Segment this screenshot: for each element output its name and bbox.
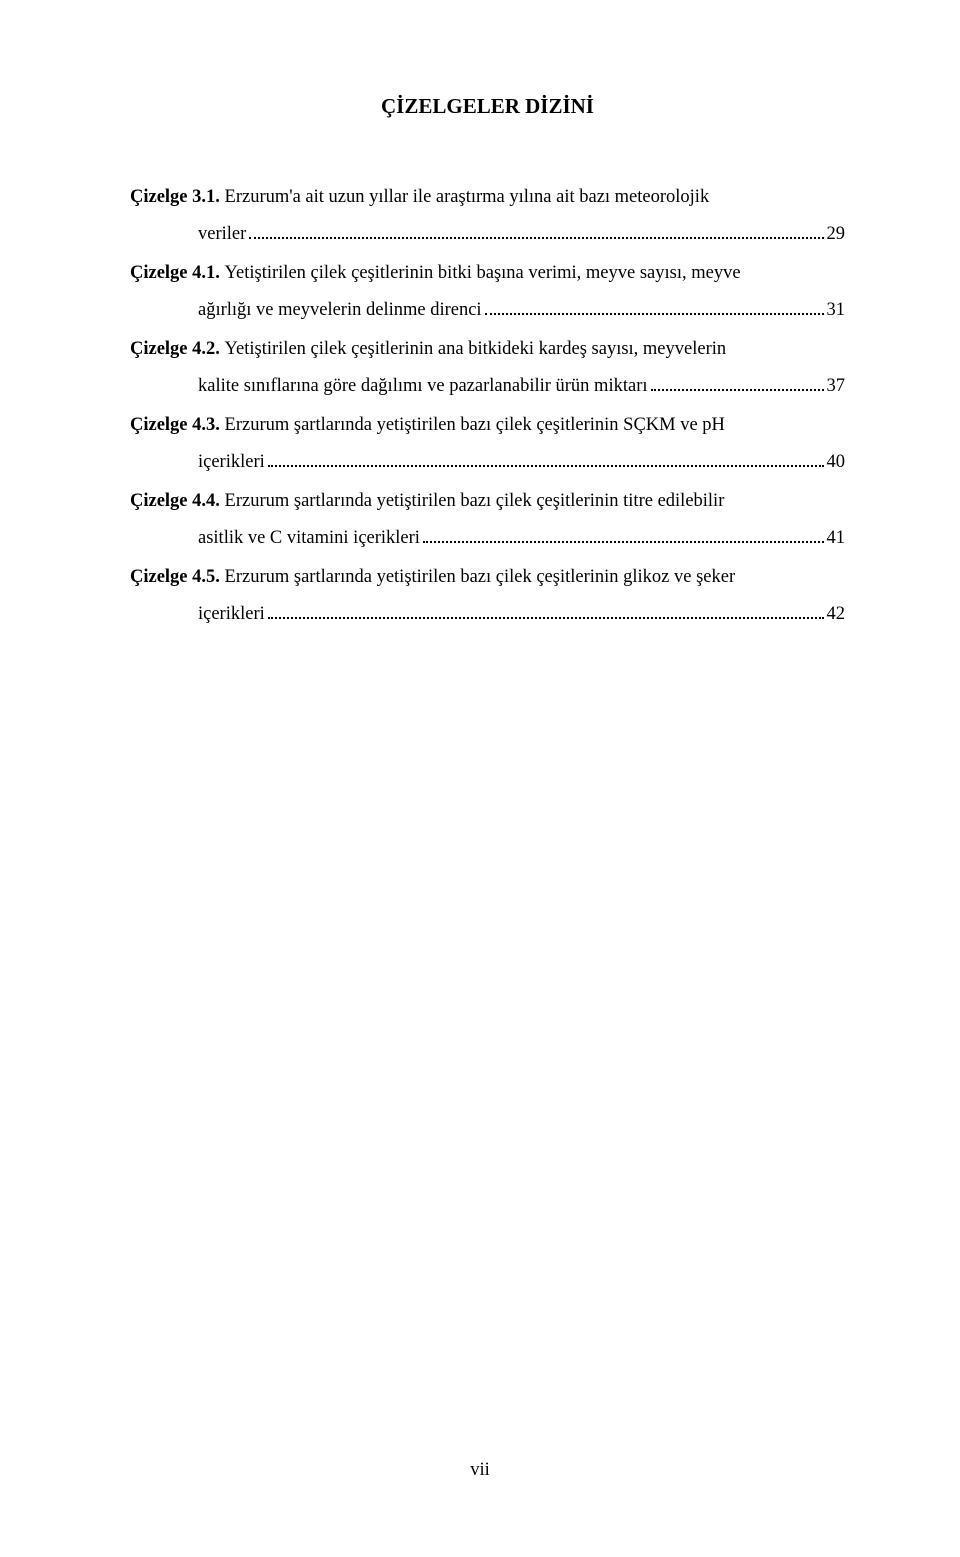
page-number: vii — [0, 1460, 960, 1481]
table-of-figures: Çizelge 3.1. Erzurum'a ait uzun yıllar i… — [130, 179, 845, 633]
toc-entry-desc: Erzurum şartlarında yetiştirilen bazı çi… — [225, 567, 736, 587]
toc-entry-desc: Yetiştirilen çilek çeşitlerinin bitki ba… — [225, 263, 741, 283]
toc-entry-line: kalite sınıflarına göre dağılımı ve paza… — [130, 368, 845, 405]
toc-entry-label: Çizelge 4.4. — [130, 491, 225, 511]
toc-entry-line: asitlik ve C vitamini içerikleri 41 — [130, 520, 845, 557]
toc-entry-label: Çizelge 4.1. — [130, 263, 225, 283]
page-title: ÇİZELGELER DİZİNİ — [130, 94, 845, 119]
toc-entry-line: Çizelge 4.1. Yetiştirilen çilek çeşitler… — [130, 255, 845, 292]
toc-entry-line: Çizelge 4.3. Erzurum şartlarında yetişti… — [130, 407, 845, 444]
toc-entry-desc: içerikleri — [198, 444, 265, 481]
toc-entry-line: Çizelge 4.5. Erzurum şartlarında yetişti… — [130, 559, 845, 596]
toc-entry-page: 41 — [827, 520, 846, 557]
toc-entry-desc: ağırlığı ve meyvelerin delinme direnci — [198, 292, 482, 329]
toc-entry-line: içerikleri 40 — [130, 444, 845, 481]
toc-entry-desc: kalite sınıflarına göre dağılımı ve paza… — [198, 368, 648, 405]
toc-leader-dots — [423, 526, 824, 543]
toc-entry-first-text: Çizelge 4.2. Yetiştirilen çilek çeşitler… — [130, 331, 726, 368]
toc-entry: Çizelge 4.3. Erzurum şartlarında yetişti… — [130, 407, 845, 481]
toc-entry-first-text: Çizelge 4.4. Erzurum şartlarında yetişti… — [130, 483, 724, 520]
toc-leader-dots — [268, 450, 824, 467]
toc-entry-line: ağırlığı ve meyvelerin delinme direnci 31 — [130, 292, 845, 329]
toc-entry-page: 40 — [827, 444, 846, 481]
toc-entry: Çizelge 4.4. Erzurum şartlarında yetişti… — [130, 483, 845, 557]
toc-entry-first-text: Çizelge 4.5. Erzurum şartlarında yetişti… — [130, 559, 735, 596]
toc-entry-first-text: Çizelge 4.3. Erzurum şartlarında yetişti… — [130, 407, 725, 444]
toc-entry-desc: içerikleri — [198, 596, 265, 633]
toc-entry: Çizelge 4.5. Erzurum şartlarında yetişti… — [130, 559, 845, 633]
toc-entry-label: Çizelge 4.2. — [130, 339, 225, 359]
toc-entry-page: 29 — [827, 216, 846, 253]
toc-entry-line: içerikleri 42 — [130, 596, 845, 633]
toc-entry-line: Çizelge 3.1. Erzurum'a ait uzun yıllar i… — [130, 179, 845, 216]
toc-leader-dots — [249, 222, 823, 239]
toc-entry-desc: Erzurum'a ait uzun yıllar ile araştırma … — [225, 187, 710, 207]
toc-entry-page: 37 — [827, 368, 846, 405]
toc-entry-line: veriler 29 — [130, 216, 845, 253]
toc-entry-label: Çizelge 4.5. — [130, 567, 225, 587]
toc-entry-label: Çizelge 4.3. — [130, 415, 225, 435]
toc-entry-desc: asitlik ve C vitamini içerikleri — [198, 520, 420, 557]
toc-entry: Çizelge 4.1. Yetiştirilen çilek çeşitler… — [130, 255, 845, 329]
toc-entry-page: 31 — [827, 292, 846, 329]
toc-entry-first-text: Çizelge 4.1. Yetiştirilen çilek çeşitler… — [130, 255, 741, 292]
toc-leader-dots — [651, 374, 824, 391]
toc-entry-desc: Erzurum şartlarında yetiştirilen bazı çi… — [225, 491, 725, 511]
toc-entry-page: 42 — [827, 596, 846, 633]
toc-entry-label: Çizelge 3.1. — [130, 187, 225, 207]
toc-leader-dots — [485, 298, 824, 315]
toc-entry-desc: Yetiştirilen çilek çeşitlerinin ana bitk… — [225, 339, 727, 359]
toc-entry-desc: Erzurum şartlarında yetiştirilen bazı çi… — [225, 415, 725, 435]
toc-entry-line: Çizelge 4.4. Erzurum şartlarında yetişti… — [130, 483, 845, 520]
toc-entry: Çizelge 3.1. Erzurum'a ait uzun yıllar i… — [130, 179, 845, 253]
toc-entry-desc: veriler — [198, 216, 246, 253]
toc-entry-first-text: Çizelge 3.1. Erzurum'a ait uzun yıllar i… — [130, 179, 709, 216]
toc-entry: Çizelge 4.2. Yetiştirilen çilek çeşitler… — [130, 331, 845, 405]
toc-leader-dots — [268, 602, 824, 619]
toc-entry-line: Çizelge 4.2. Yetiştirilen çilek çeşitler… — [130, 331, 845, 368]
